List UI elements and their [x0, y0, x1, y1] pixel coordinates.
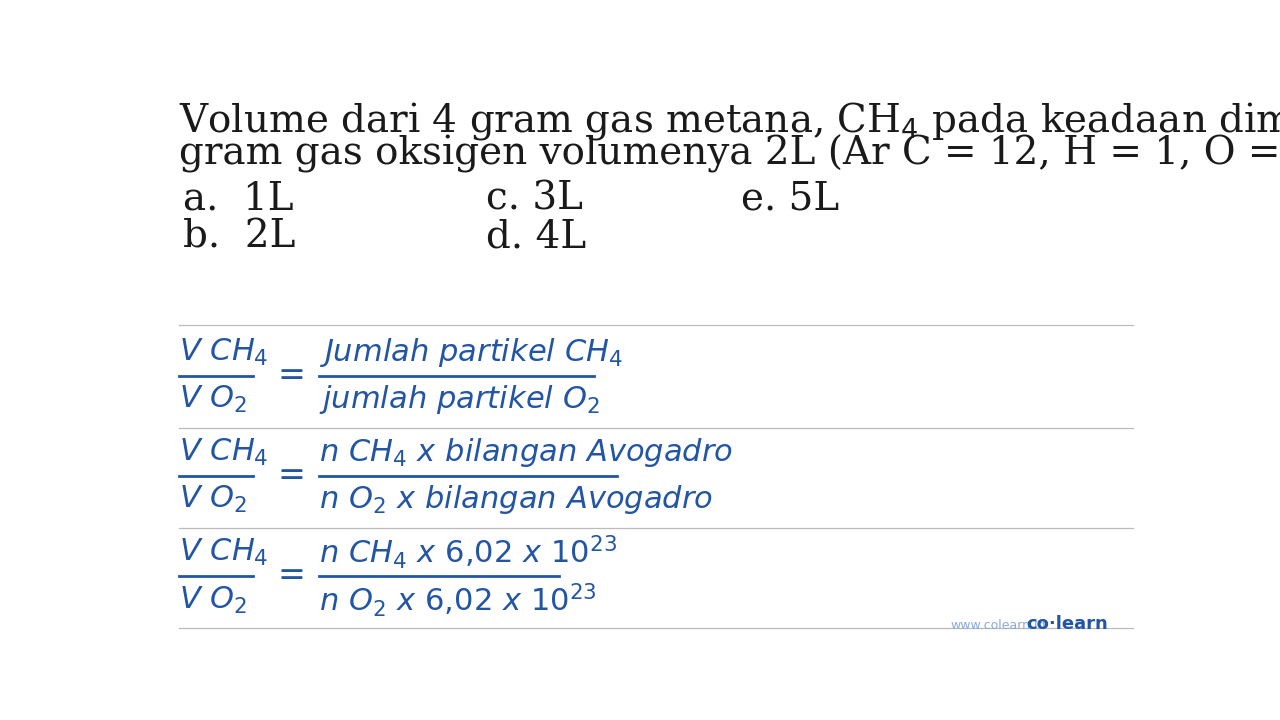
Text: $jumlah\ partikel\ O_2$: $jumlah\ partikel\ O_2$ — [319, 383, 599, 416]
Text: =: = — [278, 360, 306, 392]
Text: $V\ CH_4$: $V\ CH_4$ — [179, 436, 269, 468]
Text: $n\ CH_4\ x\ bilangan\ Avogadro$: $n\ CH_4\ x\ bilangan\ Avogadro$ — [319, 436, 733, 469]
Text: =: = — [278, 460, 306, 492]
Text: e. 5L: e. 5L — [741, 180, 840, 217]
Text: $V\ CH_4$: $V\ CH_4$ — [179, 536, 269, 568]
Text: =: = — [278, 560, 306, 592]
Text: b.  2L: b. 2L — [183, 219, 296, 256]
Text: $V\ O_2$: $V\ O_2$ — [179, 585, 247, 616]
Text: $V\ CH_4$: $V\ CH_4$ — [179, 336, 269, 368]
Text: www.colearn.id: www.colearn.id — [951, 618, 1046, 631]
Text: gram gas oksigen volumenya 2L (Ar C = 12, H = 1, O = 16): gram gas oksigen volumenya 2L (Ar C = 12… — [179, 134, 1280, 173]
Text: $V\ O_2$: $V\ O_2$ — [179, 485, 247, 516]
Text: co·learn: co·learn — [1027, 615, 1108, 633]
Text: c. 3L: c. 3L — [485, 180, 582, 217]
Text: $V\ O_2$: $V\ O_2$ — [179, 384, 247, 415]
Text: $Jumlah\ partikel\ CH_4$: $Jumlah\ partikel\ CH_4$ — [319, 336, 623, 369]
Text: $n\ O_2\ x\ 6{,}02\ x\ 10^{23}$: $n\ O_2\ x\ 6{,}02\ x\ 10^{23}$ — [319, 581, 596, 618]
Text: $n\ O_2\ x\ bilangan\ Avogadro$: $n\ O_2\ x\ bilangan\ Avogadro$ — [319, 483, 713, 516]
Text: a.  1L: a. 1L — [183, 180, 293, 217]
Text: d. 4L: d. 4L — [485, 219, 586, 256]
Text: Volume dari 4 gram gas metana, CH$_4$ pada keadaan dimana 3,2: Volume dari 4 gram gas metana, CH$_4$ pa… — [179, 100, 1280, 143]
Text: $n\ CH_4\ x\ 6{,}02\ x\ 10^{23}$: $n\ CH_4\ x\ 6{,}02\ x\ 10^{23}$ — [319, 534, 617, 571]
